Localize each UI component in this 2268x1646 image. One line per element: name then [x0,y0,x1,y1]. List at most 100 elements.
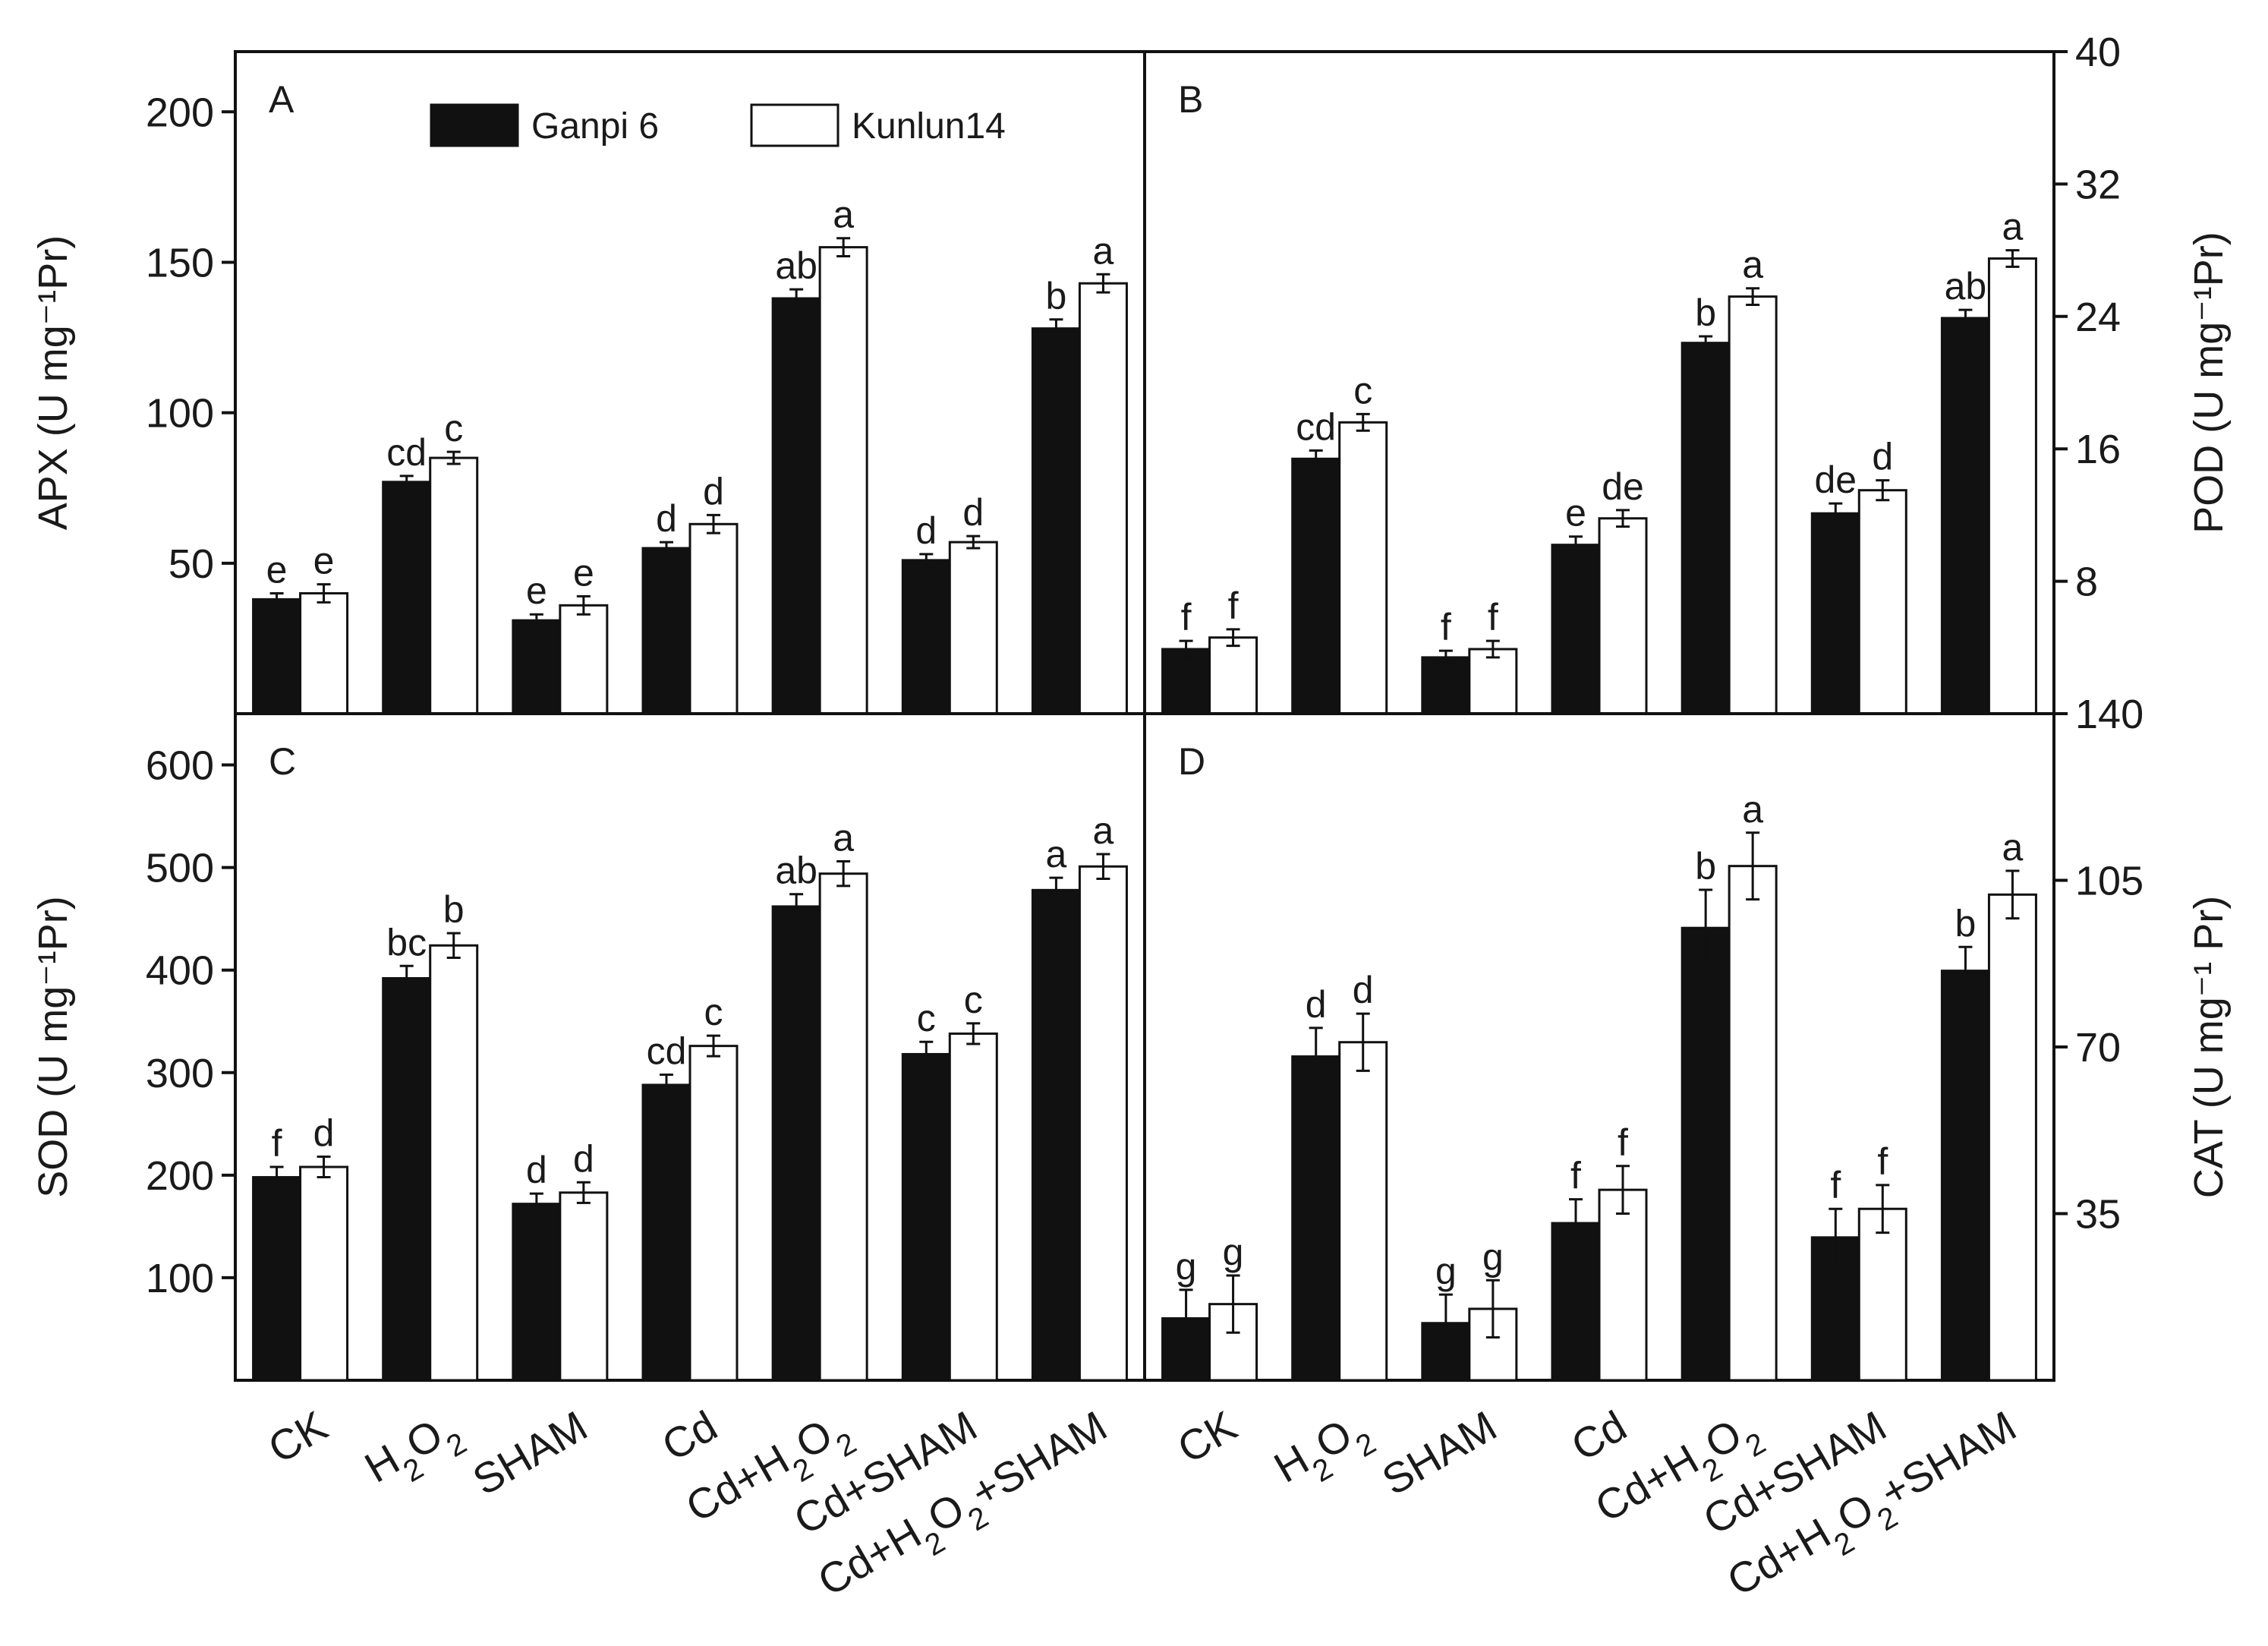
significance-letter: f [1181,596,1192,639]
significance-letter: a [1046,833,1067,875]
significance-letter: d [1306,983,1327,1026]
significance-letter: e [313,540,335,582]
significance-letter: f [1228,585,1239,627]
y-tick-label: 32 [2075,162,2121,207]
significance-letter: a [2002,206,2024,248]
significance-letter: b [443,888,465,931]
significance-letter: f [1618,1121,1628,1164]
bar-ganpi6 [382,481,432,715]
bar-ganpi6 [1031,327,1081,715]
bar-ganpi6 [771,297,821,715]
bar-kunlun14 [1078,282,1128,715]
significance-letter: de [1814,459,1857,501]
significance-letter: g [1435,1250,1457,1292]
bar-ganpi6 [1681,926,1731,1382]
x-category-label: CK [260,1402,335,1472]
bar-kunlun14 [559,1191,609,1382]
significance-letter: d [1353,969,1374,1011]
significance-letter: a [833,194,854,236]
significance-letter: c [704,991,723,1033]
y-tick-label: 100 [146,391,214,437]
x-category-label: CK [1170,1402,1245,1472]
bar-kunlun14 [429,944,479,1382]
significance-letter: ab [1945,265,1987,307]
significance-letter: d [526,1149,547,1191]
bar-ganpi6 [1161,648,1211,715]
significance-letter: c [1353,369,1372,412]
y-tick-label: 24 [2075,295,2121,340]
panel-label: C [269,740,296,783]
significance-letter: g [1176,1245,1197,1288]
bar-ganpi6 [1551,1222,1601,1382]
y-tick-label: 200 [146,1153,214,1199]
bar-ganpi6 [512,619,562,715]
y-tick-label: 100 [146,1256,214,1301]
bar-kunlun14 [1468,648,1518,715]
significance-letter: b [1695,292,1716,334]
significance-letter: b [1695,845,1716,888]
significance-letter: d [962,491,984,534]
y-axis-label: POD (U mg⁻¹Pr) [2186,232,2232,534]
significance-letter: d [703,470,724,512]
bar-ganpi6 [771,905,821,1382]
bar-kunlun14 [818,246,868,715]
significance-letter: a [1093,809,1114,852]
bar-ganpi6 [1940,970,1990,1382]
bar-kunlun14 [559,604,609,715]
y-tick-label: 70 [2075,1025,2121,1071]
bar-ganpi6 [1681,342,1731,715]
significance-letter: a [1093,229,1114,272]
y-tick-label: 300 [146,1051,214,1096]
y-tick-label: 105 [2075,859,2144,904]
y-axis-label: APX (U mg⁻¹Pr) [30,235,76,531]
bar-kunlun14 [948,541,998,715]
significance-letter: c [964,979,983,1021]
significance-letter: e [266,548,288,591]
bar-kunlun14 [1728,295,1778,715]
significance-letter: e [1565,492,1586,534]
bar-kunlun14 [1338,1041,1388,1382]
significance-letter: c [917,997,936,1039]
bar-kunlun14 [1857,1207,1907,1382]
significance-letter: cd [1296,405,1336,448]
panel-label: B [1178,78,1203,121]
legend: Ganpi 6 Kunlun14 [430,103,1006,147]
y-tick-label: 500 [146,846,214,891]
significance-letter: a [1742,244,1763,286]
bar-kunlun14 [299,1165,349,1382]
bar-ganpi6 [512,1203,562,1382]
bar-kunlun14 [1078,865,1128,1382]
bar-kunlun14 [429,456,479,715]
bar-ganpi6 [252,1176,302,1382]
y-tick-label: 200 [146,90,214,135]
bar-kunlun14 [1987,893,2037,1382]
legend-swatch [750,103,839,147]
significance-letter: d [573,1137,594,1180]
significance-letter: d [656,497,677,540]
x-category-label: Cd [1563,1402,1634,1470]
bar-ganpi6 [382,976,432,1382]
bar-kunlun14 [299,591,349,715]
legend-label: Ganpi 6 [531,106,659,147]
bar-kunlun14 [1728,865,1778,1382]
y-axis-label: CAT (U mg⁻¹ Pr) [2186,896,2232,1199]
bar-kunlun14 [1598,517,1648,715]
significance-letter: d [915,509,937,552]
bar-kunlun14 [1338,421,1388,715]
bar-kunlun14 [1208,1303,1258,1382]
significance-letter: b [1955,902,1977,944]
bar-ganpi6 [641,1083,691,1382]
y-tick-label: 150 [146,240,214,285]
bar-ganpi6 [1551,544,1601,715]
x-category-label: H2O2 [357,1402,472,1504]
y-tick-label: 140 [2075,692,2144,737]
bar-kunlun14 [948,1032,998,1382]
significance-letter: e [526,569,547,612]
significance-letter: a [1742,788,1763,831]
significance-letter: e [573,551,594,594]
bar-kunlun14 [688,522,739,715]
